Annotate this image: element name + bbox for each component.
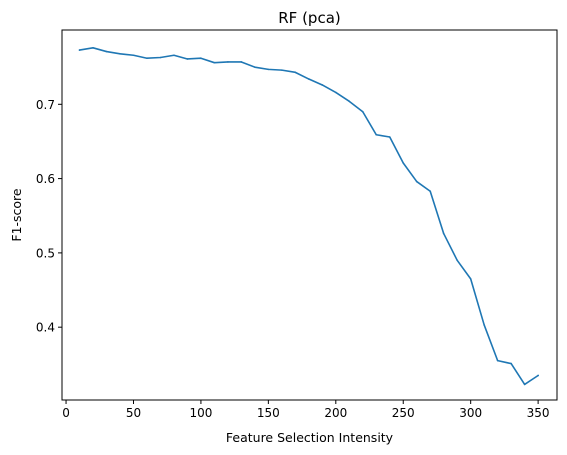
data-point [402, 162, 405, 164]
data-point [375, 133, 378, 136]
data-point [254, 66, 256, 68]
x-tick-label: 250 [392, 406, 415, 420]
x-tick-label: 0 [62, 406, 70, 420]
data-point [469, 278, 472, 280]
x-tick-label: 100 [189, 406, 212, 420]
data-point [132, 54, 135, 57]
data-point [456, 259, 458, 262]
y-tick-label: 0.4 [36, 321, 55, 335]
y-tick-label: 0.6 [36, 172, 55, 186]
x-axis: 0 50 100 150 200 250 300 350 [62, 400, 550, 420]
x-tick-label: 150 [257, 406, 280, 420]
data-point [146, 57, 148, 60]
plot-layer [78, 47, 539, 386]
data-point [510, 362, 512, 365]
data-point [267, 68, 270, 71]
x-axis-label: Feature Selection Intensity [226, 430, 394, 445]
data-point [78, 49, 81, 51]
data-point [105, 50, 108, 53]
x-tick-label: 350 [527, 406, 550, 420]
data-point [496, 359, 499, 362]
chart-title: RF (pca) [278, 9, 340, 27]
data-point [537, 374, 539, 377]
data-point [361, 110, 364, 113]
data-point [294, 71, 297, 74]
data-point [483, 324, 485, 326]
y-tick-label: 0.5 [36, 246, 55, 260]
plot-frame [61, 29, 558, 401]
data-point [119, 52, 121, 55]
data-point [92, 47, 94, 49]
data-point [321, 84, 324, 86]
data-point [213, 61, 216, 64]
data-point [388, 136, 391, 138]
data-point [335, 91, 337, 94]
data-point [186, 58, 189, 60]
data-point [240, 61, 243, 63]
data-point [523, 383, 526, 386]
x-tick-label: 50 [126, 406, 141, 420]
data-point [308, 78, 310, 80]
data-point [429, 190, 432, 193]
data-point [442, 232, 445, 235]
data-point [159, 56, 162, 59]
data-point [200, 57, 202, 60]
data-point [227, 61, 229, 63]
data-point [281, 69, 283, 71]
y-tick-label: 0.7 [36, 98, 55, 112]
x-tick-label: 300 [459, 406, 482, 420]
y-axis-label: F1-score [9, 188, 24, 242]
x-tick-label: 200 [324, 406, 347, 420]
y-axis: 0.4 0.5 0.6 0.7 [36, 98, 62, 335]
data-point [415, 180, 418, 183]
data-point [173, 54, 175, 57]
data-point [348, 100, 351, 103]
